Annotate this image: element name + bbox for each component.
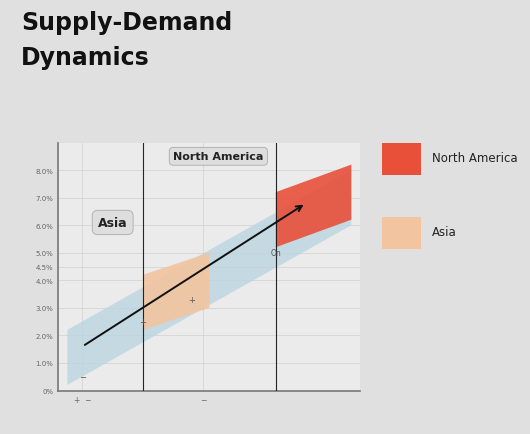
Text: On: On [270, 249, 281, 258]
Polygon shape [143, 253, 209, 330]
Polygon shape [276, 165, 351, 248]
Text: North America: North America [173, 152, 263, 162]
Text: Dynamics: Dynamics [21, 46, 150, 69]
Polygon shape [67, 171, 351, 385]
Text: Asia: Asia [98, 217, 128, 230]
Text: Asia: Asia [432, 226, 457, 239]
Text: +: + [188, 296, 195, 304]
Text: +: + [139, 317, 146, 326]
Text: North America: North America [432, 152, 518, 165]
Text: −: − [79, 372, 86, 381]
Text: Supply-Demand: Supply-Demand [21, 11, 233, 35]
